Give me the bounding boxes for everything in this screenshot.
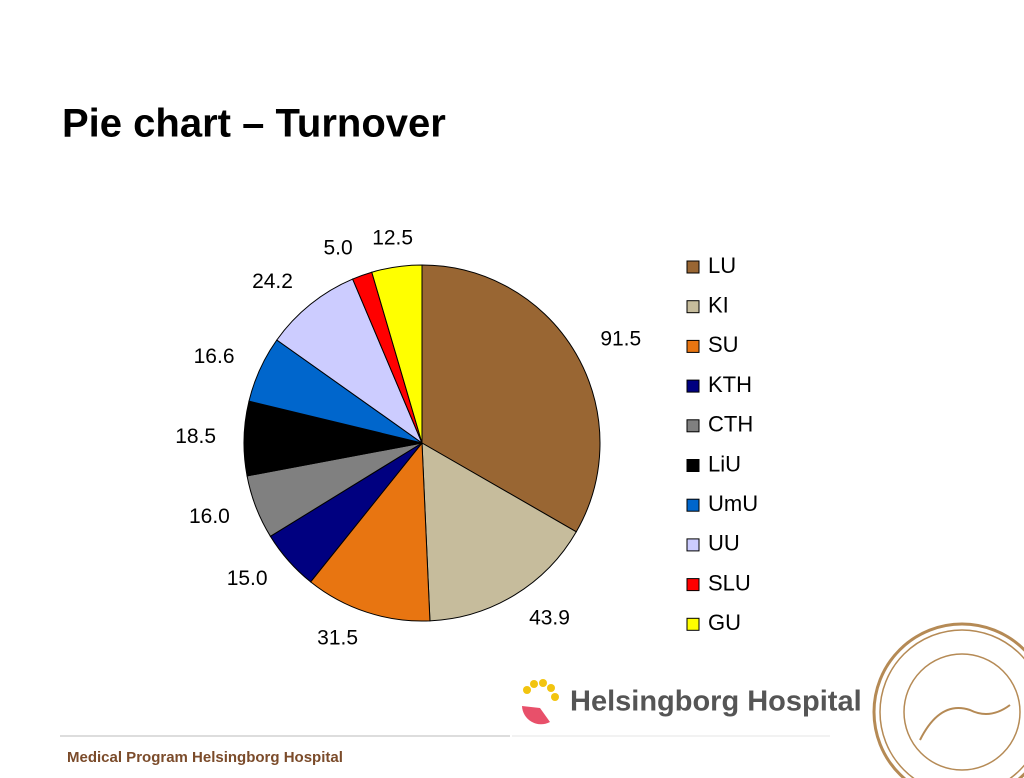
data-label: 12.5	[372, 227, 413, 250]
data-label: 31.5	[317, 626, 358, 649]
legend-swatch	[686, 339, 700, 353]
data-label: 91.5	[600, 327, 641, 350]
data-label: 5.0	[323, 237, 352, 260]
data-label: 15.0	[227, 567, 268, 590]
legend-swatch	[686, 578, 700, 592]
pie-slice	[276, 278, 424, 445]
legend-swatch	[686, 379, 700, 393]
footer-text: Medical Program Helsingborg Hospital	[67, 749, 343, 766]
legend-label: GU	[708, 610, 741, 635]
university-seal	[872, 622, 1024, 778]
legend-swatch	[686, 538, 700, 552]
legend-swatch	[686, 617, 700, 631]
pie-slice	[309, 441, 431, 622]
pie-slice	[421, 264, 601, 533]
legend-label: UU	[708, 531, 740, 556]
legend-label: CTH	[708, 412, 753, 437]
legend-swatch	[686, 260, 700, 274]
slide-title: Pie chart – Turnover	[62, 102, 446, 146]
legend-swatch	[686, 498, 700, 512]
data-label: 16.6	[194, 345, 235, 368]
legend-swatch	[686, 459, 700, 472]
legend-label: SLU	[708, 570, 751, 595]
legend-label: LU	[708, 253, 736, 278]
legend-label: UmU	[708, 491, 758, 516]
data-label: 43.9	[529, 607, 570, 630]
data-label: 24.2	[252, 270, 293, 293]
legend-label: KTH	[708, 372, 752, 397]
data-label: 18.5	[175, 425, 216, 448]
legend-label: SU	[708, 332, 739, 357]
data-label: 16.0	[189, 505, 230, 528]
pie-slice	[421, 442, 577, 622]
logo-icon	[522, 679, 559, 725]
legend-label: KI	[708, 293, 729, 318]
logo-text: Helsingborg Hospital	[570, 686, 862, 718]
legend-label: LiU	[708, 451, 741, 476]
pie-slice	[371, 264, 423, 444]
legend-swatch	[686, 419, 700, 433]
legend-swatch	[686, 300, 700, 314]
